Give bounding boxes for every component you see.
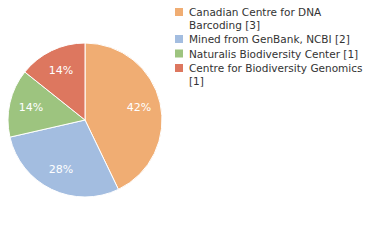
pie: 42% 28% 14% 14%: [8, 43, 162, 197]
legend-label: Centre for Biodiversity Genomics[1]: [189, 62, 362, 87]
data-label: 14%: [49, 64, 73, 77]
legend-swatch: [175, 64, 183, 72]
legend-swatch: [175, 50, 183, 58]
legend: Canadian Centre for DNABarcoding [3] Mine…: [175, 6, 362, 87]
legend-label: Naturalis Biodiversity Center [1]: [189, 48, 358, 60]
legend-label: Canadian Centre for DNABarcoding [3]: [189, 6, 322, 31]
legend-label: Mined from GenBank, NCBI [2]: [189, 33, 350, 45]
data-label: 42%: [127, 101, 151, 114]
data-label: 14%: [19, 101, 43, 114]
legend-swatch: [175, 8, 183, 16]
data-label: 28%: [49, 163, 73, 176]
legend-swatch: [175, 35, 183, 43]
